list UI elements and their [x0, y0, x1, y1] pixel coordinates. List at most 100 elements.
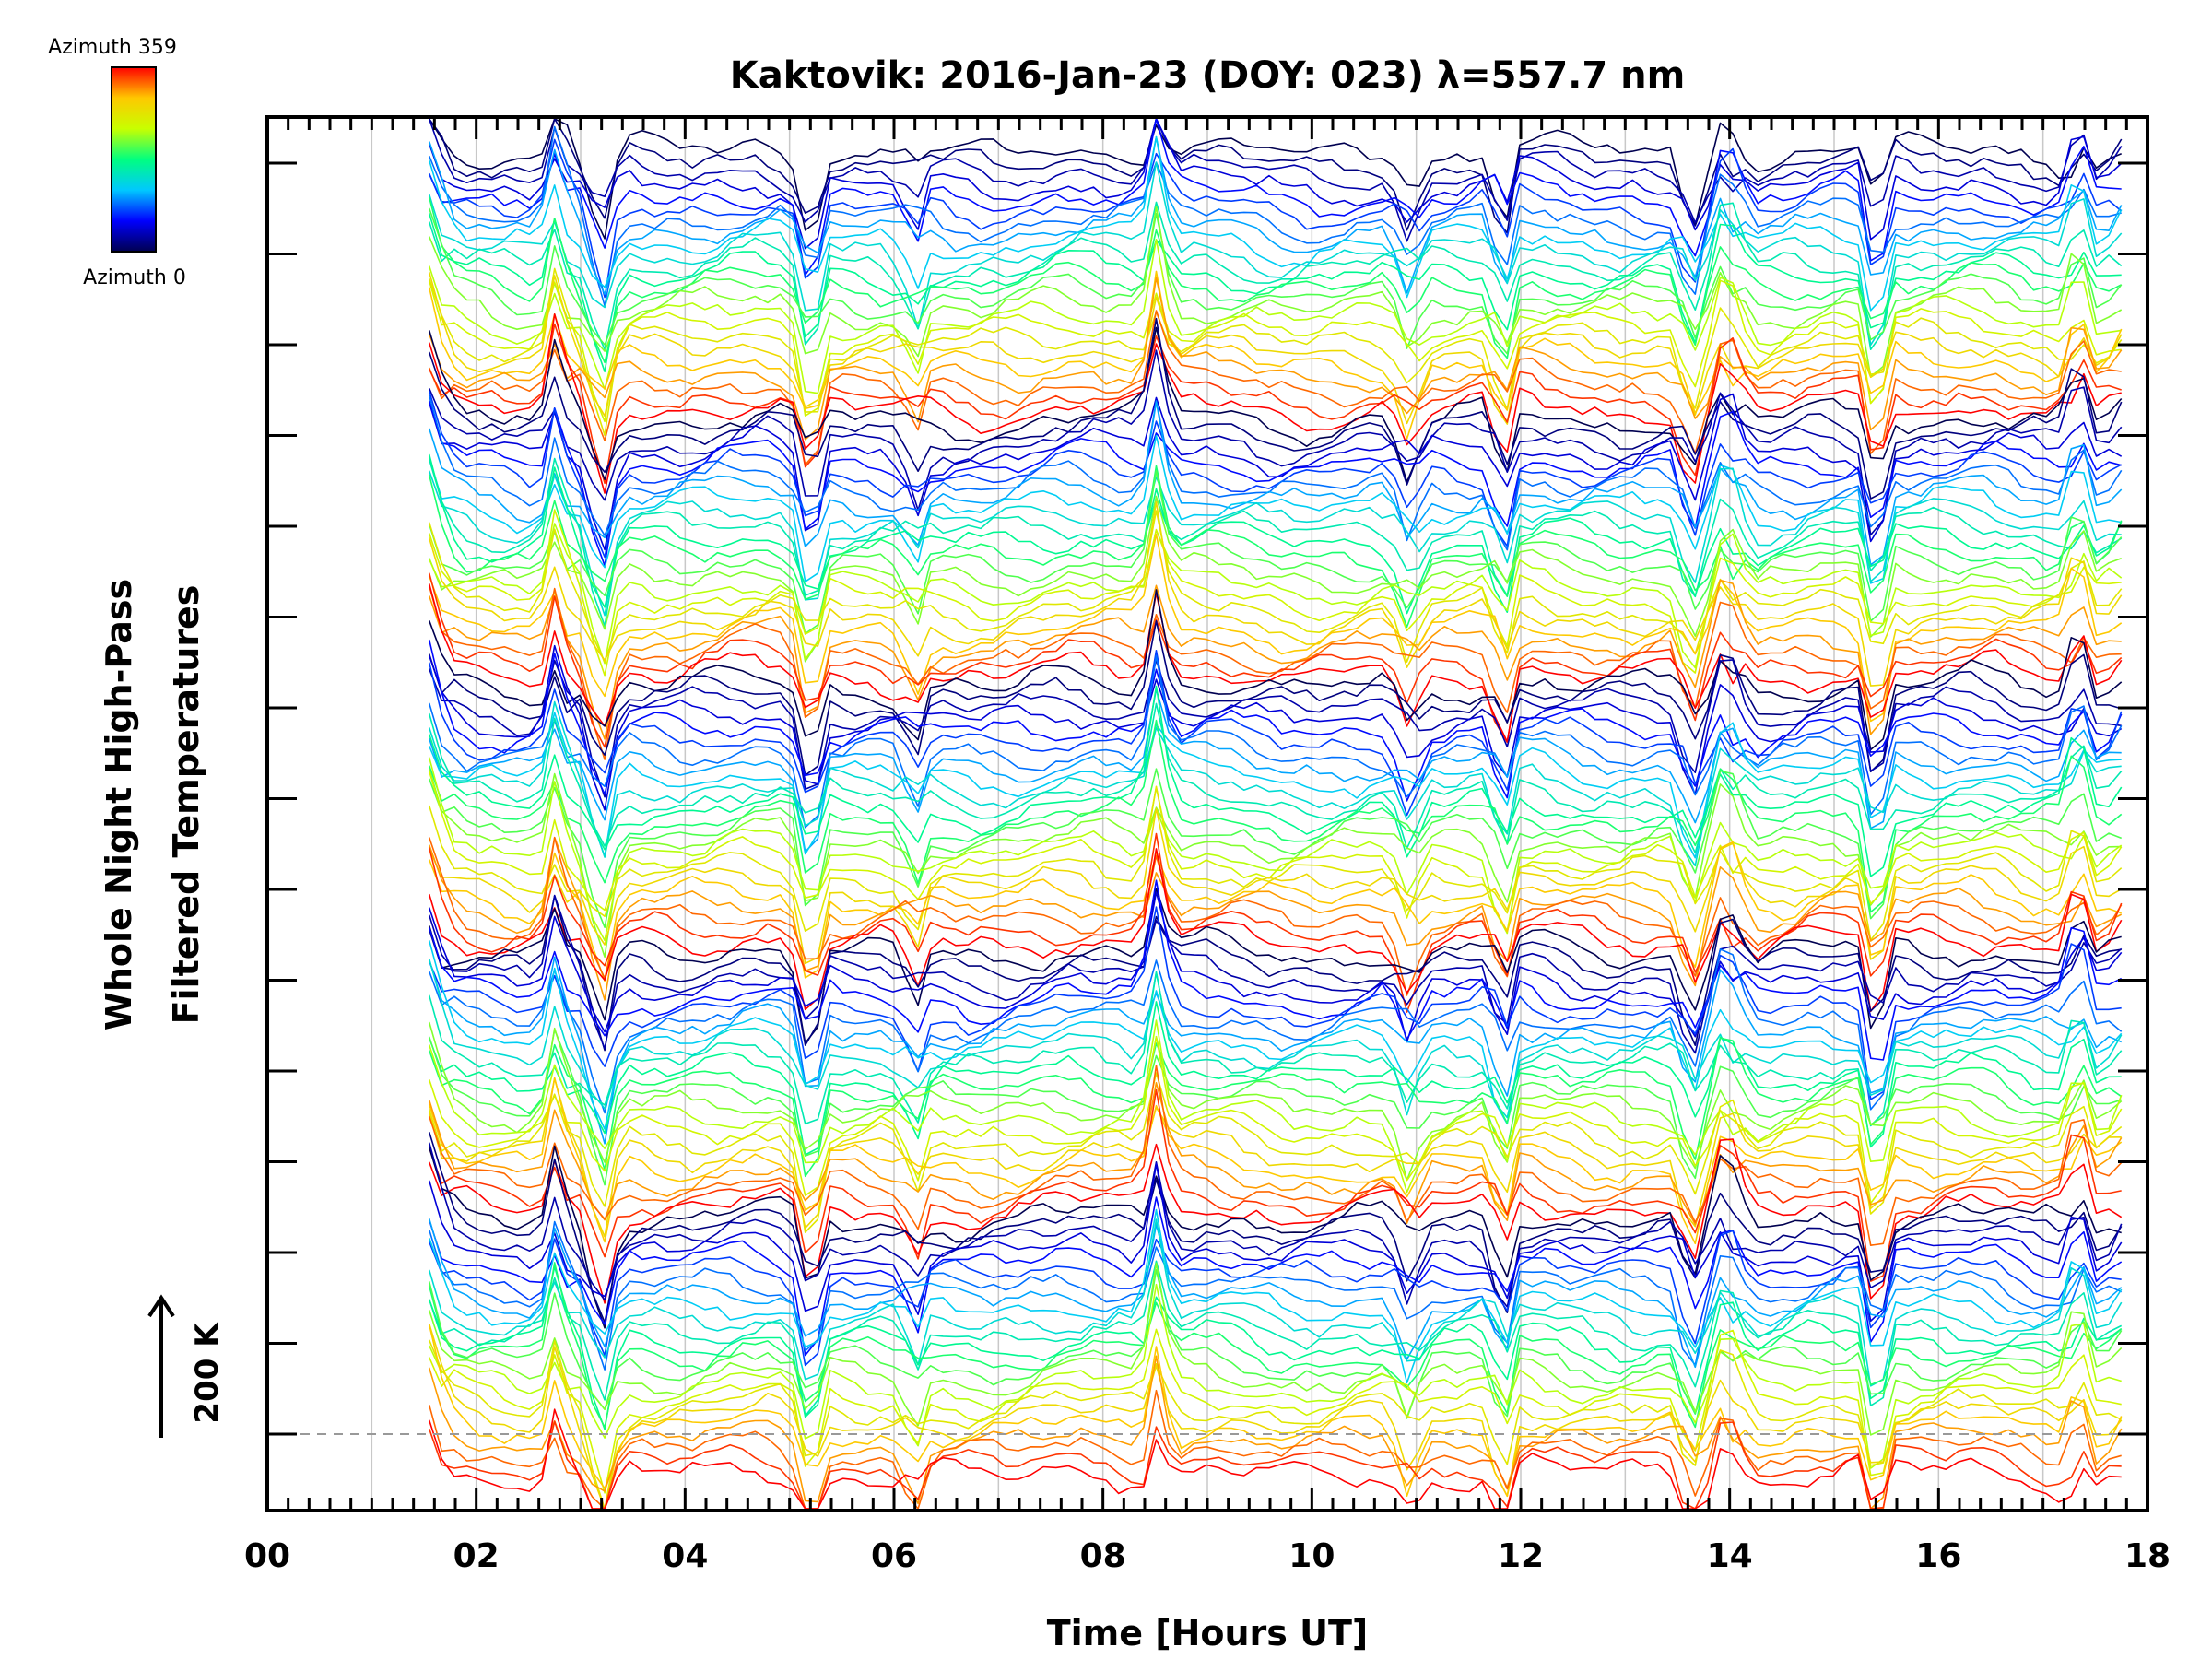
series-layer — [428, 118, 2123, 1510]
series-line — [428, 349, 2123, 536]
series-line — [429, 118, 2123, 240]
series-line — [428, 1339, 2123, 1510]
series-line — [428, 1029, 2122, 1186]
series-line — [428, 836, 2123, 1001]
x-tick-label: 06 — [871, 1537, 917, 1575]
series-line — [428, 768, 2122, 958]
series-line — [428, 895, 2122, 1052]
series-line — [428, 1072, 2123, 1233]
x-tick-label: 12 — [1498, 1537, 1544, 1575]
series-line — [428, 118, 2123, 242]
series-line — [428, 270, 2123, 441]
series-line — [428, 1230, 2122, 1367]
x-tick-label: 14 — [1707, 1537, 1753, 1575]
series-line — [428, 533, 2123, 723]
x-axis-title: Time [Hours UT] — [1047, 1613, 1369, 1653]
series-line — [428, 206, 2123, 378]
x-tick-label: 16 — [1915, 1537, 1961, 1575]
x-tick-labels: 00 02 04 06 08 10 12 14 16 18 — [244, 1537, 2171, 1575]
series-line — [428, 390, 2123, 559]
series-line — [428, 326, 2123, 483]
series-line — [428, 453, 2123, 615]
series-line — [428, 712, 2122, 859]
series-line — [428, 161, 2123, 346]
series-line — [428, 1131, 2123, 1324]
series-line — [428, 1265, 2123, 1430]
series-line — [428, 841, 2122, 982]
series-line — [428, 1269, 2123, 1419]
series-line — [428, 832, 2123, 1013]
x-tick-label: 10 — [1288, 1537, 1335, 1575]
series-line — [428, 1001, 2122, 1156]
series-line — [428, 940, 2123, 1130]
series-line — [428, 1138, 2123, 1304]
series-line — [428, 1408, 2122, 1510]
series-line — [428, 125, 2122, 307]
series-line — [428, 401, 2123, 566]
series-line — [428, 201, 2123, 350]
series-line — [428, 393, 2123, 551]
series-line — [428, 654, 2123, 829]
axis-ticks — [265, 117, 2149, 1511]
series-line — [428, 467, 2122, 617]
series-line — [428, 310, 2122, 466]
series-line — [428, 956, 2123, 1145]
series-line — [428, 1420, 2122, 1510]
series-line — [428, 1218, 2123, 1387]
series-line — [428, 500, 2123, 687]
series-line — [428, 959, 2123, 1119]
y-axis-title-line1: Whole Night High-Pass — [99, 579, 139, 1030]
series-line — [428, 239, 2122, 405]
series-line — [428, 135, 2123, 312]
series-line — [428, 639, 2123, 802]
series-line — [428, 583, 2123, 743]
series-line — [428, 1082, 2123, 1226]
series-line — [429, 118, 2123, 234]
series-line — [428, 894, 2123, 1054]
vertical-grid-lines — [371, 117, 2044, 1511]
series-line — [428, 118, 2123, 250]
series-line — [428, 495, 2122, 663]
series-line — [428, 620, 2122, 776]
x-tick-label: 08 — [1080, 1537, 1126, 1575]
series-line — [428, 879, 2123, 1061]
series-line — [428, 572, 2123, 748]
series-line — [428, 279, 2122, 423]
series-line — [428, 906, 2122, 1100]
series-line — [428, 118, 2122, 276]
x-tick-label: 02 — [453, 1537, 500, 1575]
series-line — [428, 1142, 2123, 1308]
series-line — [428, 313, 2122, 494]
series-line — [428, 465, 2123, 629]
series-line — [428, 135, 2123, 295]
series-line — [428, 457, 2123, 627]
series-line — [428, 768, 2122, 928]
series-line — [428, 317, 2123, 500]
series-line — [428, 659, 2122, 798]
colorbar-bottom-label: Azimuth 0 — [83, 266, 186, 289]
series-line — [428, 719, 2123, 913]
series-line — [428, 579, 2122, 740]
series-line — [428, 1037, 2123, 1178]
series-line — [428, 585, 2122, 760]
series-line — [428, 807, 2123, 965]
scale-bar: 200 K — [147, 1294, 226, 1438]
series-line — [428, 1088, 2122, 1282]
series-line — [428, 394, 2123, 551]
series-line — [428, 271, 2123, 425]
x-tick-label: 00 — [244, 1537, 290, 1575]
scale-bar-label: 200 K — [189, 1322, 226, 1424]
series-line — [428, 400, 2122, 567]
x-tick-label: 04 — [662, 1537, 708, 1575]
series-line — [428, 1355, 2123, 1510]
colorbar-top-label: Azimuth 359 — [48, 36, 177, 59]
series-line — [428, 644, 2123, 811]
series-line — [428, 1077, 2123, 1245]
series-line — [428, 267, 2123, 437]
series-line — [428, 771, 2123, 932]
series-line — [428, 688, 2122, 853]
series-line — [428, 1262, 2123, 1429]
series-line — [428, 1218, 2123, 1369]
series-line — [428, 1220, 2123, 1371]
